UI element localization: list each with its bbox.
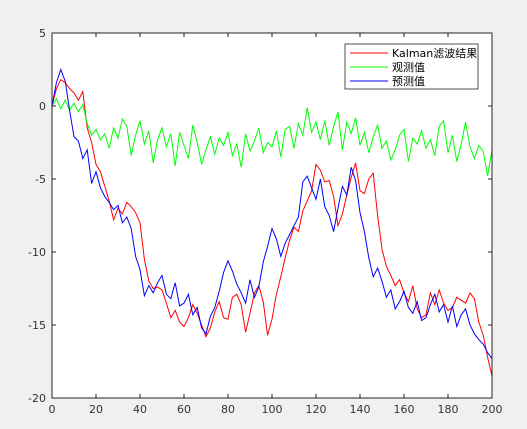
x-tick-label: 180 — [438, 403, 459, 416]
x-tick-label: 160 — [394, 403, 415, 416]
x-tick-label: 0 — [49, 403, 56, 416]
series-line-observed — [51, 97, 493, 177]
x-tick-label: 20 — [89, 403, 103, 416]
y-tick-label: 5 — [39, 27, 46, 40]
x-tick-label: 60 — [177, 403, 191, 416]
axes-background — [52, 33, 492, 398]
x-tick-label: 100 — [262, 403, 283, 416]
x-tick-label: 80 — [221, 403, 235, 416]
y-tick-label: -15 — [28, 319, 46, 332]
y-axis-ticks: -20 -15 -10 -5 0 5 — [28, 27, 492, 405]
legend: Kalman滤波结果 观测值 预测值 — [344, 43, 479, 90]
x-tick-label: 140 — [350, 403, 371, 416]
x-tick-label: 200 — [482, 403, 503, 416]
series-line-predicted — [51, 68, 493, 359]
x-tick-label: 120 — [306, 403, 327, 416]
legend-label-observed: 观测值 — [392, 61, 425, 74]
y-tick-label: -5 — [35, 173, 46, 186]
y-tick-label: -10 — [28, 246, 46, 259]
legend-label-kalman: Kalman滤波结果 — [392, 47, 477, 60]
series-layer — [51, 68, 493, 377]
y-tick-label: 0 — [39, 100, 46, 113]
legend-label-predicted: 预测值 — [392, 75, 425, 88]
series-line-kalman — [51, 78, 493, 377]
x-axis-ticks: 0 20 40 60 80 100 120 140 160 180 200 — [49, 33, 503, 416]
y-tick-label: -20 — [28, 392, 46, 405]
x-tick-label: 40 — [133, 403, 147, 416]
